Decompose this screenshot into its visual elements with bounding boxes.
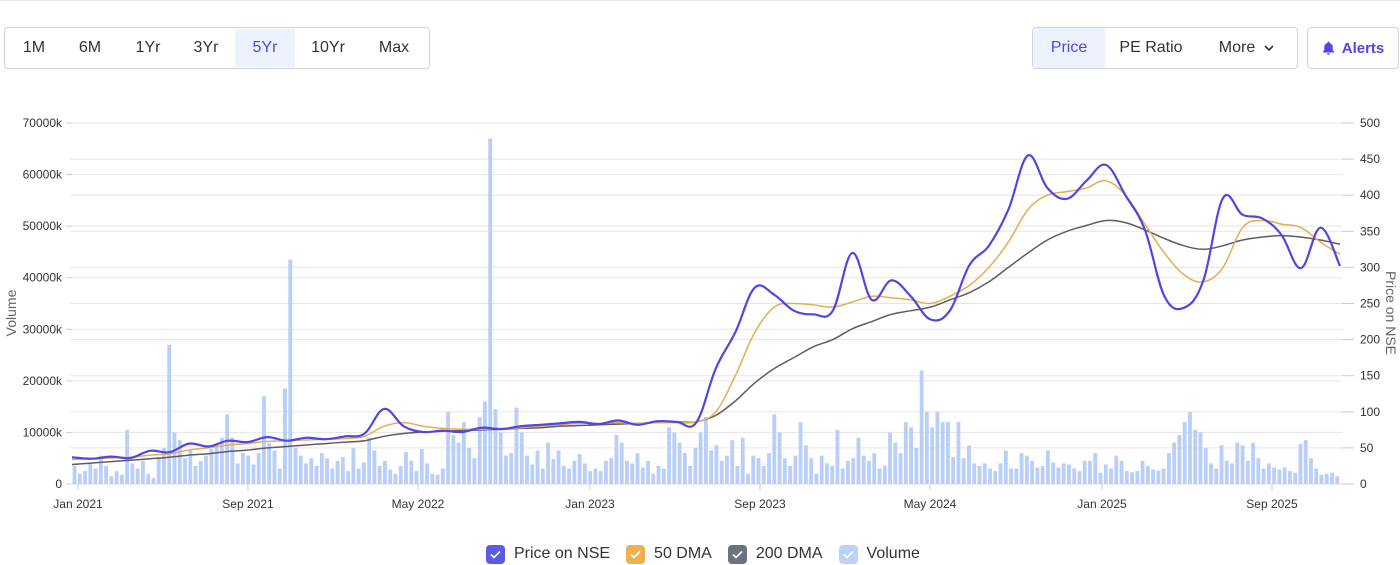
svg-text:May 2024: May 2024 (904, 497, 957, 511)
svg-text:50000k: 50000k (23, 219, 63, 233)
svg-text:Jan 2025: Jan 2025 (1077, 497, 1127, 511)
legend-label: 200 DMA (755, 545, 823, 562)
metric-pe-ratio-button[interactable]: PE Ratio (1105, 28, 1197, 68)
range-1m-button[interactable]: 1M (22, 39, 46, 56)
metric-selector: Price PE Ratio More (1032, 27, 1298, 69)
metric-label: More (1218, 39, 1256, 56)
volume-axis: 0 10000k 20000k 30000k 40000k 50000k 60000k 700… (23, 116, 72, 491)
svg-text:May 2022: May 2022 (392, 497, 445, 511)
svg-text:50: 50 (1360, 441, 1374, 455)
legend-label: 50 DMA (654, 545, 712, 562)
range-max-button[interactable]: Max (378, 39, 410, 56)
svg-text:0: 0 (1360, 477, 1367, 491)
legend-label: Volume (866, 545, 920, 562)
bell-icon (1322, 41, 1334, 55)
legend-item-volume[interactable]: Volume (838, 544, 920, 564)
time-axis: Jan 2021 Sep 2021 May 2022 Jan 2023 Sep 2023… (53, 483, 1342, 511)
svg-text:20000k: 20000k (23, 374, 63, 388)
price-axis-title: Price on NSE (1383, 271, 1399, 355)
svg-text:0: 0 (55, 477, 62, 491)
svg-text:250: 250 (1360, 297, 1380, 311)
metric-label: PE Ratio (1119, 39, 1183, 56)
range-1yr-button[interactable]: 1Yr (135, 39, 161, 56)
checkbox-checked-icon[interactable] (838, 544, 858, 564)
legend-item-200-dma[interactable]: 200 DMA (727, 544, 823, 564)
svg-text:Sep 2025: Sep 2025 (1246, 497, 1298, 511)
alerts-label: Alerts (1341, 39, 1385, 57)
svg-text:150: 150 (1360, 369, 1380, 383)
svg-text:200: 200 (1360, 333, 1380, 347)
legend-item-50-dma[interactable]: 50 DMA (626, 544, 712, 564)
checkbox-checked-icon[interactable] (727, 544, 747, 564)
metric-more-button[interactable]: More (1197, 28, 1297, 68)
metric-label: Price (1050, 39, 1088, 56)
price-volume-chart: 0 10000k 20000k 30000k 40000k 50000k 60000k 700… (3, 116, 1399, 511)
volume-axis-title: Volume (3, 289, 19, 336)
legend-label: Price on NSE (514, 545, 611, 562)
svg-text:Jan 2021: Jan 2021 (53, 497, 103, 511)
range-6m-button[interactable]: 6M (78, 39, 102, 56)
range-3yr-button[interactable]: 3Yr (193, 39, 219, 56)
svg-text:400: 400 (1360, 188, 1380, 202)
svg-text:70000k: 70000k (23, 116, 63, 130)
checkbox-checked-icon[interactable] (626, 544, 646, 564)
range-10yr-button[interactable]: 10Yr (311, 39, 345, 56)
svg-text:30000k: 30000k (23, 322, 63, 336)
price-axis: 0 50 100 150 200 250 300 350 400 450 500 (1342, 116, 1380, 491)
range-5yr-button[interactable]: 5Yr (235, 29, 295, 67)
svg-text:Jan 2023: Jan 2023 (565, 497, 615, 511)
price-line (71, 154, 1342, 460)
checkbox-checked-icon[interactable] (486, 544, 505, 564)
alerts-button[interactable]: Alerts (1307, 27, 1399, 69)
svg-text:500: 500 (1360, 116, 1380, 130)
legend-item-price-on-nse[interactable]: Price on NSE (486, 544, 611, 564)
metric-price-button[interactable]: Price (1033, 28, 1105, 68)
svg-text:Sep 2023: Sep 2023 (734, 497, 786, 511)
svg-text:10000k: 10000k (23, 425, 63, 439)
top-divider (0, 0, 1400, 1)
chevron-down-icon (1264, 45, 1274, 52)
svg-text:60000k: 60000k (23, 168, 63, 182)
svg-text:350: 350 (1360, 224, 1380, 238)
chart-legend: Price on NSE 50 DMA 200 DMA Volume (486, 543, 936, 565)
svg-text:300: 300 (1360, 260, 1380, 274)
time-range-selector: 1M 6M 1Yr 3Yr 5Yr 10Yr Max (4, 27, 430, 69)
svg-text:450: 450 (1360, 152, 1380, 166)
svg-text:100: 100 (1360, 405, 1380, 419)
volume-bars (72, 138, 1340, 484)
svg-text:Sep 2021: Sep 2021 (222, 497, 274, 511)
svg-text:40000k: 40000k (23, 271, 63, 285)
